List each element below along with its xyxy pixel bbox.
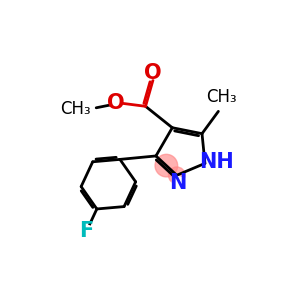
Circle shape [81,225,92,237]
Circle shape [168,167,185,184]
Text: F: F [80,221,94,241]
Text: N: N [169,173,187,193]
Circle shape [147,67,159,79]
Circle shape [207,153,225,171]
Text: O: O [107,93,124,113]
Circle shape [172,177,184,189]
Text: CH₃: CH₃ [60,100,91,118]
Text: O: O [144,63,162,83]
Circle shape [155,154,178,177]
Circle shape [110,97,122,109]
Text: CH₃: CH₃ [206,88,237,106]
Text: NH: NH [199,152,234,172]
